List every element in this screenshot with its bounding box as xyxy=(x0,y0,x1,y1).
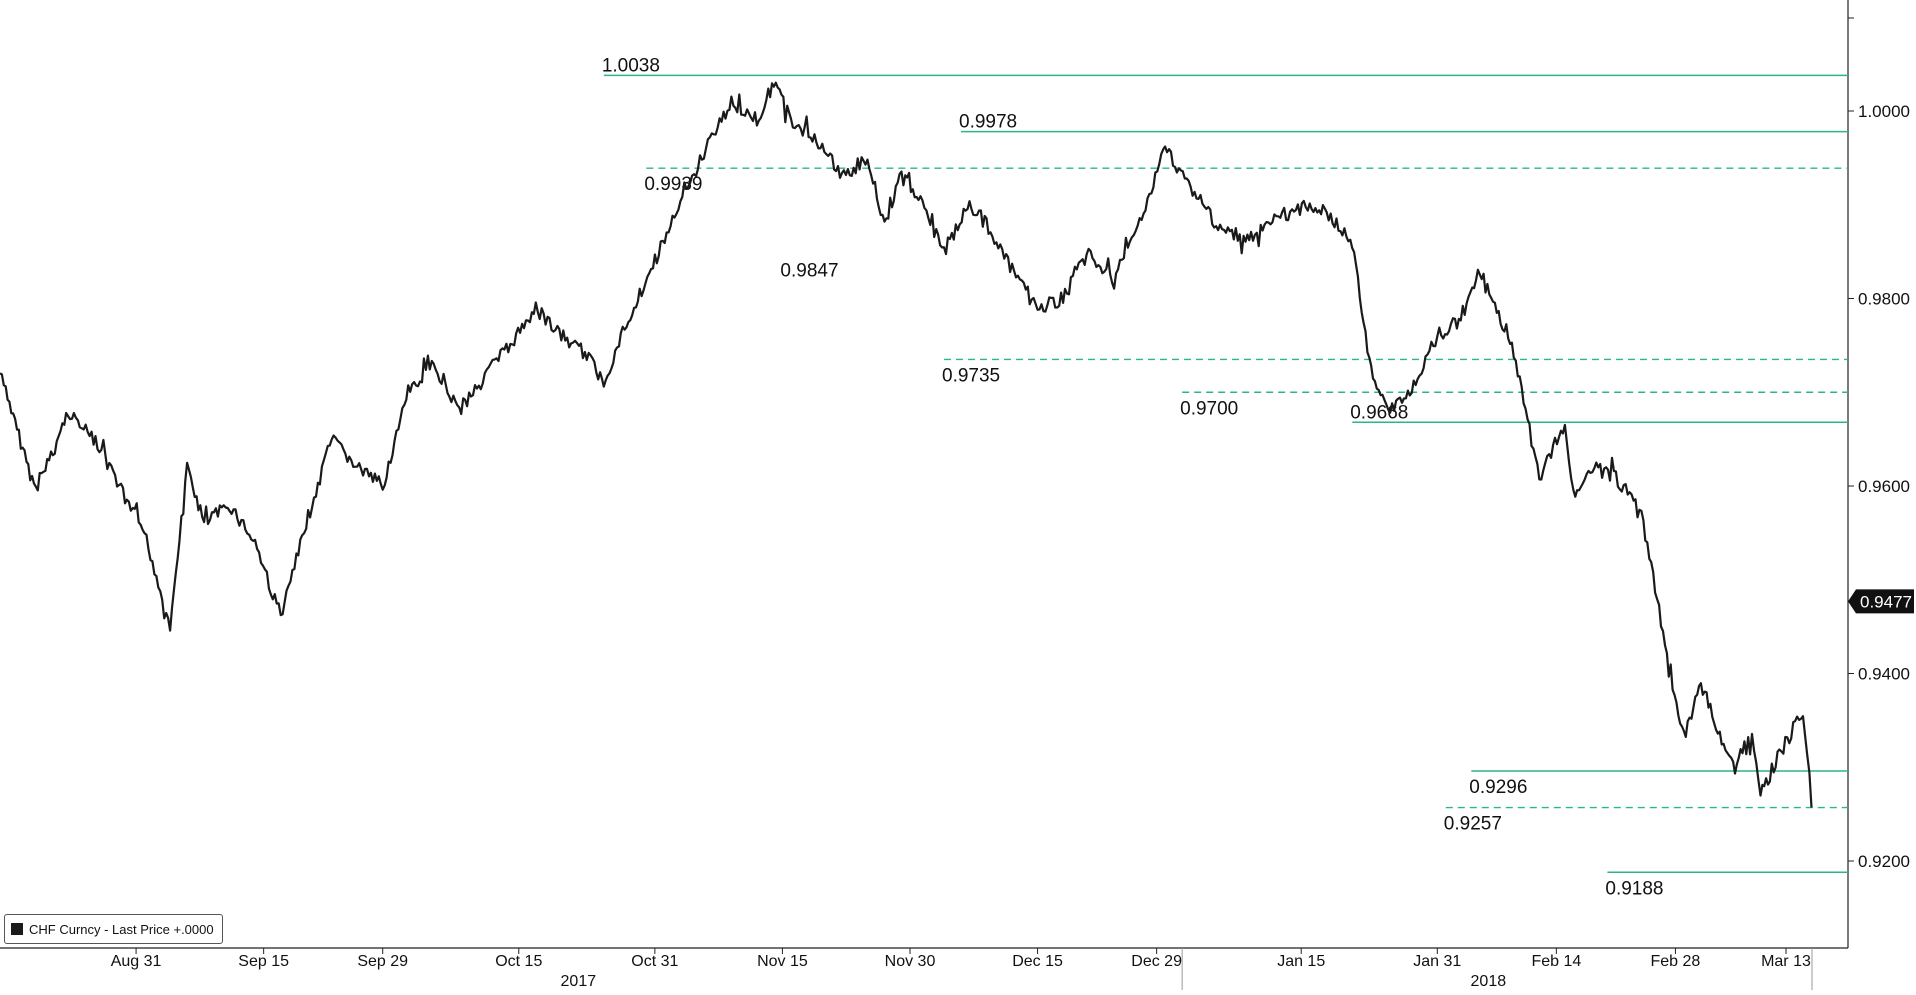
x-tick-label: Mar 13 xyxy=(1761,953,1811,970)
year-label: 2018 xyxy=(1471,973,1507,990)
y-tick-label: 0.9400 xyxy=(1858,665,1910,684)
level-label: 0.9257 xyxy=(1444,814,1502,835)
x-tick-label: Jan 15 xyxy=(1277,953,1325,970)
legend: CHF Curncy - Last Price +.0000 xyxy=(4,914,223,944)
x-tick-label: Nov 15 xyxy=(757,953,808,970)
x-tick-label: Sep 15 xyxy=(238,953,289,970)
level-label: 0.9668 xyxy=(1350,402,1408,423)
level-label: 1.0038 xyxy=(602,55,660,76)
x-tick-label: Sep 29 xyxy=(357,953,408,970)
y-tick-label: 0.9200 xyxy=(1858,852,1910,871)
y-tick-label: 0.9600 xyxy=(1858,477,1910,496)
x-tick-label: Dec 15 xyxy=(1012,953,1063,970)
x-tick-label: Oct 31 xyxy=(631,953,678,970)
level-label: 0.9296 xyxy=(1469,777,1527,798)
x-tick-label: Aug 31 xyxy=(111,953,162,970)
x-tick-label: Oct 15 xyxy=(495,953,542,970)
x-tick-label: Jan 31 xyxy=(1413,953,1461,970)
x-tick-label: Feb 14 xyxy=(1531,953,1581,970)
price-series-line xyxy=(0,81,1813,808)
x-tick-label: Dec 29 xyxy=(1131,953,1182,970)
level-label: 0.9735 xyxy=(942,365,1000,386)
year-label: 2017 xyxy=(561,973,597,990)
y-tick-label: 0.9800 xyxy=(1858,290,1910,309)
level-label: 0.9847 xyxy=(780,260,838,281)
x-tick-label: Nov 30 xyxy=(885,953,936,970)
last-price-label: 0.9477 xyxy=(1860,592,1912,611)
level-label: 0.9939 xyxy=(644,174,702,195)
legend-label: CHF Curncy - Last Price +.0000 xyxy=(29,921,214,937)
level-label: 0.9188 xyxy=(1605,878,1663,899)
legend-swatch xyxy=(11,923,23,935)
last-price-tag xyxy=(1848,589,1914,614)
level-label: 0.9700 xyxy=(1180,398,1238,419)
level-label: 0.9978 xyxy=(959,112,1017,133)
y-tick-label: 1.0000 xyxy=(1858,102,1910,121)
x-tick-label: Feb 28 xyxy=(1651,953,1701,970)
